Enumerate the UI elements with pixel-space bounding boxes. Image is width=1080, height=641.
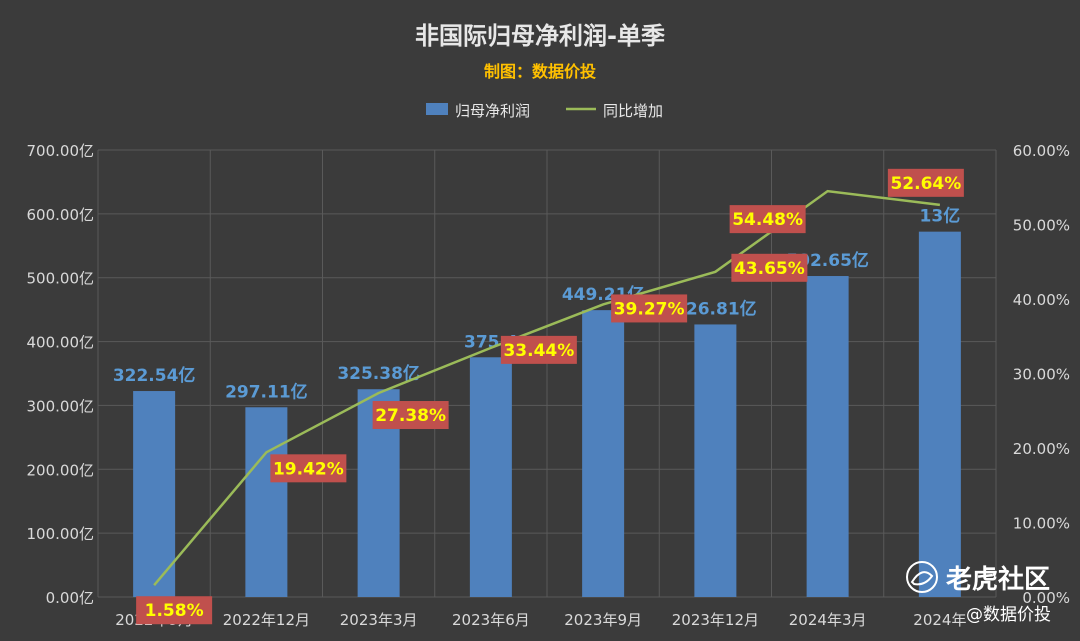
bar [694,324,737,597]
line-label-text: 43.65% [734,259,805,279]
x-tick-label: 2024年3月 [789,611,867,629]
bar [133,391,176,597]
line-label-box [729,205,806,234]
y-right-tick-label: 40.00% [1013,291,1070,309]
legend-label-bar: 归母净利润 [455,102,530,120]
line-label-box [731,253,808,282]
y-left-tick-label: 700.00亿 [27,142,95,160]
y-left-tick-label: 0.00亿 [46,589,94,607]
line-data-label: 19.42% [270,454,347,483]
x-tick-label: 2023年9月 [564,611,642,629]
y-left-tick-label: 400.00亿 [27,334,95,352]
y-left-tick-label: 100.00亿 [27,525,95,543]
x-tick-label: 2023年12月 [672,611,759,629]
right-axis: 0.00% 10.00% 20.00% 30.00% 40.00% 50.00% 60.00… [1013,142,1070,607]
y-right-tick-label: 0.00% [1022,589,1070,607]
line-label-box [500,335,577,364]
line-label-text: 54.48% [732,210,803,230]
grid-lines [97,149,997,598]
line-label-box [136,596,213,625]
line-label-text: 1.58% [145,601,204,621]
bar-data-label: 322.54亿 [113,365,196,386]
line-label-text: 27.38% [375,406,446,426]
y-right-tick-label: 50.00% [1013,217,1070,235]
y-left-tick-label: 300.00亿 [27,397,95,415]
line-data-label: 33.44% [500,335,577,364]
line-label-text: 39.27% [614,299,685,319]
y-left-tick-label: 200.00亿 [27,461,95,479]
line-series [153,189,941,587]
line-label-box [611,294,688,323]
line-data-label: 52.64% [887,168,964,197]
chart-title: 非国际归母净利润-单季 [415,22,665,50]
bar [469,357,512,597]
line-label-box [372,401,449,430]
line-data-label: 54.48% [729,205,806,234]
line-data-label: 43.65% [731,253,808,282]
x-tick-label: 2022年12月 [223,611,310,629]
chart-subtitle: 制图：数据价投 [484,62,596,81]
y-right-tick-label: 10.00% [1013,515,1070,533]
x-axis: 2022年9月2022年12月2023年3月2023年6月2023年9月2023… [115,611,966,629]
line-label-text: 52.64% [890,174,961,194]
bar-series [133,231,961,598]
y-right-tick-label: 60.00% [1013,142,1070,160]
y-right-tick-label: 30.00% [1013,366,1070,384]
line-label-text: 33.44% [503,341,574,361]
bar-data-label: 13亿 [920,206,961,227]
y-right-tick-label: 20.00% [1013,440,1070,458]
watermark: 老虎社区 @数据价投 [906,561,1051,625]
bar [806,276,849,597]
y-left-tick-label: 600.00亿 [27,206,95,224]
bar [245,407,288,597]
watermark-brand: 老虎社区 [946,564,1050,595]
line-path [153,189,941,587]
bar-data-label: 297.11亿 [225,381,308,402]
line-label-text: 19.42% [273,459,344,479]
x-tick-label: 2023年6月 [452,611,530,629]
tiger-logo-icon [906,561,938,593]
line-data-label: 27.38% [372,401,449,430]
line-label-box [270,454,347,483]
bar-data-label: 325.38亿 [337,363,420,384]
line-labels: 1.58% 19.42% 27.38% 33.44% 39.27% 43.65% 54.48… [136,168,964,625]
line-data-label: 39.27% [611,294,688,323]
line-data-label: 1.58% [136,596,213,625]
watermark-handle: @数据价投 [966,605,1051,625]
left-axis: 0.00亿 100.00亿 200.00亿 300.00亿 400.00亿 500.00亿… [27,142,95,607]
legend: 归母净利润 同比增加 [426,102,663,120]
bar [582,310,625,597]
x-tick-label: 2023年3月 [340,611,418,629]
bar-data-label: 426.81亿 [674,298,757,319]
legend-label-line: 同比增加 [603,102,663,120]
y-left-tick-label: 500.00亿 [27,270,95,288]
legend-swatch-bar [426,103,448,115]
bar [918,231,961,598]
line-label-box [887,168,964,197]
x-tick-label: 2024年 [913,611,966,629]
